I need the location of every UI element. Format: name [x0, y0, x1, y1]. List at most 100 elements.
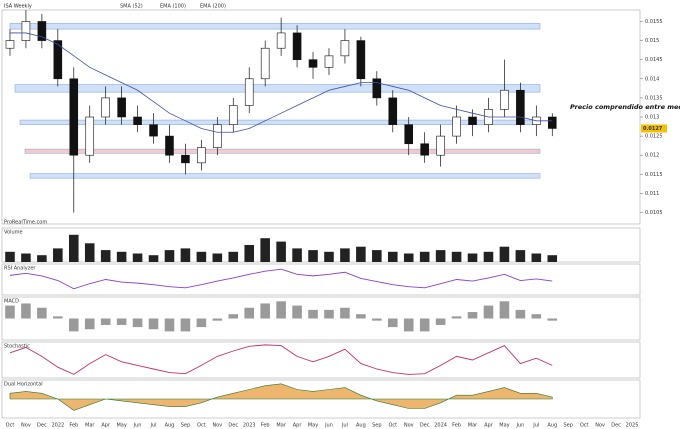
candle-body [37, 21, 47, 41]
indicator-bar [116, 318, 127, 325]
sma-line [9, 32, 553, 133]
candle-body [260, 47, 270, 80]
indicator-bar [435, 318, 446, 325]
indicator-bar [372, 318, 382, 321]
indicator-bar [212, 318, 223, 321]
candle-body [5, 40, 15, 49]
y-tick-label: 0.013 [645, 115, 659, 121]
candle-body [181, 154, 190, 164]
indicator-label: MACD [4, 299, 19, 305]
x-tick-label: Apr [484, 423, 494, 429]
y-tick-label: 0.011 [645, 191, 659, 197]
candle-body [197, 147, 206, 164]
indicator-bar [499, 301, 510, 319]
price-zone [24, 148, 541, 154]
indicator-bar [372, 250, 382, 262]
price-zone [19, 119, 541, 125]
candle-body [149, 124, 158, 137]
indicator-bar [84, 243, 95, 262]
x-tick-label: 2022 [51, 423, 64, 429]
indicator-bar [467, 253, 478, 262]
indicator-bar [292, 305, 302, 319]
x-tick-label: Sep [564, 423, 573, 429]
indicator-label: Stochastic [4, 344, 30, 350]
indicator-bar [340, 307, 350, 319]
indicator-bar [356, 246, 366, 262]
x-tick-label: Dec [611, 423, 621, 429]
candle-body [117, 97, 126, 118]
indicator-line [9, 344, 553, 375]
x-tick-label: 2025 [626, 423, 639, 429]
x-tick-label: Oct [388, 423, 397, 429]
candle-body [133, 116, 142, 125]
indicator-bar [180, 248, 191, 262]
indicator-bar [116, 251, 127, 262]
indicator-bar [324, 309, 334, 319]
x-tick-label: Aug [165, 423, 175, 429]
indicator-bar [356, 314, 366, 319]
x-tick-label: Nov [21, 423, 31, 429]
candle-body [21, 21, 31, 41]
indicator-bar [228, 251, 239, 262]
x-tick-label: Aug [547, 423, 557, 429]
x-tick-label: Apr [101, 423, 111, 429]
indicator-bar [228, 314, 239, 319]
candle-body [292, 32, 302, 60]
indicator-line [9, 268, 553, 290]
indicator-panel [1, 296, 641, 341]
chart-title: ISA Weekly [4, 4, 32, 10]
x-tick-label: Jun [133, 423, 142, 429]
indicator-bar [451, 316, 462, 319]
indicator-panel [1, 263, 641, 296]
indicator-label: RSI Analyzer [4, 266, 36, 272]
indicator-bar [403, 253, 414, 262]
x-tick-label: Mar [468, 423, 478, 429]
indicator-bar [547, 255, 558, 262]
x-tick-label: Jul [150, 423, 157, 429]
indicator-bar [276, 301, 286, 319]
indicator-label: Volume [4, 230, 23, 236]
x-tick-label: Nov [404, 423, 414, 429]
indicator-area [9, 383, 553, 411]
legend-entry: EMA (100) [160, 4, 186, 10]
candle-body [244, 78, 254, 106]
indicator-bar [499, 246, 510, 262]
indicator-bar [53, 248, 63, 262]
indicator-bar [132, 253, 143, 262]
indicator-bar [531, 314, 542, 319]
indicator-bar [148, 255, 159, 262]
indicator-bar [260, 303, 270, 319]
indicator-bar [260, 238, 270, 262]
indicator-bar [100, 318, 111, 325]
candle-body [388, 97, 398, 125]
y-tick-label: 0.0155 [645, 19, 663, 25]
candle-body [468, 116, 477, 125]
indicator-bar [531, 253, 542, 262]
y-tick-label: 0.014 [645, 76, 659, 82]
candle-body [547, 116, 557, 129]
indicator-bar [21, 253, 31, 262]
indicator-bar [148, 318, 159, 330]
indicator-bar [53, 316, 63, 319]
indicator-bar [387, 251, 398, 262]
indicator-bar [68, 318, 79, 332]
candle-body [516, 89, 525, 125]
indicator-bar [164, 250, 175, 262]
candle-body [420, 143, 429, 156]
indicator-bar [467, 312, 478, 319]
legend-entry: EMA (200) [200, 4, 226, 10]
indicator-bar [419, 251, 430, 262]
last-price-label: 0.0127 [643, 126, 663, 132]
indicator-bar [276, 241, 286, 262]
x-tick-label: Dec [228, 423, 238, 429]
indicator-bar [515, 250, 526, 262]
indicator-panel [1, 379, 641, 419]
y-tick-label: 0.015 [645, 38, 659, 44]
indicator-bar [483, 305, 494, 319]
x-tick-label: Nov [212, 423, 222, 429]
y-tick-label: 0.0135 [645, 95, 663, 101]
indicator-bar [419, 318, 430, 332]
y-tick-label: 0.0115 [645, 172, 663, 178]
candle-body [276, 32, 286, 49]
indicator-bar [483, 251, 494, 262]
